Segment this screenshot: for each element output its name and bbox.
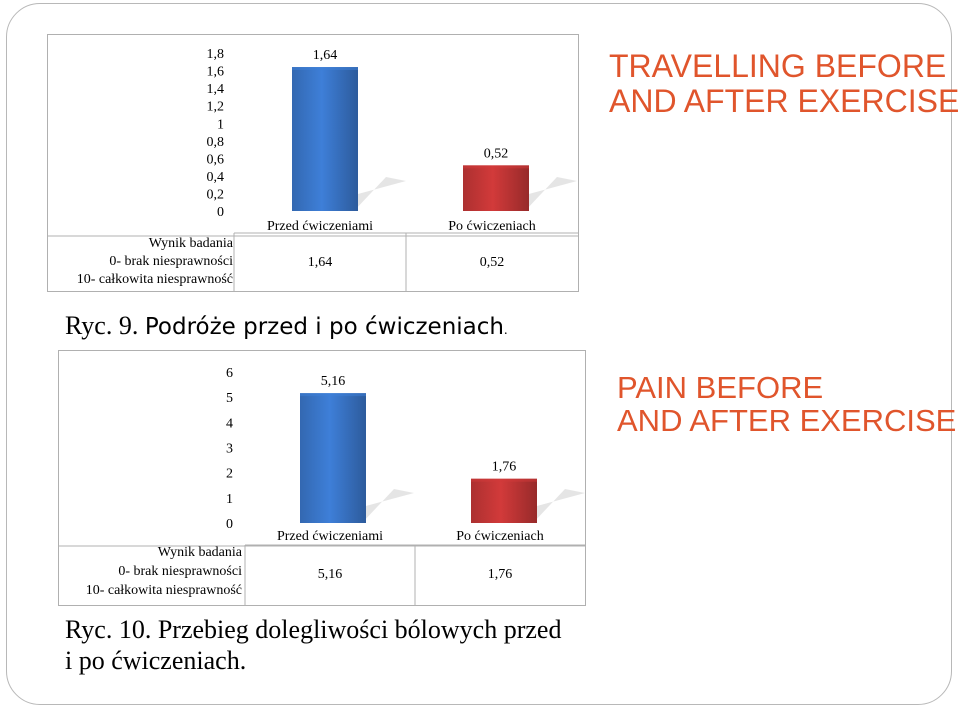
title-line: AND AFTER EXERCISE [609,82,960,119]
y-tick-label: 1 [217,117,224,132]
caption-line: i po ćwiczeniach. [65,646,247,675]
chart-travelling-title: TRAVELLING BEFORE AND AFTER EXERCISE [609,49,959,118]
chart-travelling-svg: 0 0,2 0,4 0,6 0,8 1 1,2 1,4 1,6 1,8 1,64 Przed ćwic… [48,47,578,291]
bar-shadow [295,177,406,211]
bar [471,478,537,523]
series-legend-line: Wynik badania [158,545,243,560]
chart-travelling: 0 0,2 0,4 0,6 0,8 1 1,2 1,4 1,6 1,8 1,64 Przed ćwic… [47,34,579,292]
category-label: Po ćwiczeniach [456,529,543,544]
caption-text: Podróże przed i po ćwiczeniach [144,314,504,340]
y-tick-label: 1,2 [207,100,225,115]
bar-top-highlight [463,165,529,169]
bar-value-label: 1,64 [313,48,338,63]
caption-prefix: Ryc. 9. [65,311,145,340]
bar-top-highlight [471,478,537,482]
bar-top-highlight [292,67,358,71]
y-tick-label: 0,8 [207,135,225,150]
series-legend-line: 0- brak niesprawności [109,254,233,269]
table-value: 5,16 [318,567,343,582]
y-tick-label: 0,4 [207,170,225,185]
y-tick-label: 5 [226,391,233,406]
table-value: 0,52 [480,255,505,270]
y-tick-label: 4 [226,416,233,431]
y-tick-label: 1,4 [207,82,225,97]
table-value: 1,76 [488,567,513,582]
chart-pain-svg: 0 1 2 3 4 5 6 5,16 Przed ćwiczeniami 5,16 1,76 Po ć… [59,366,585,605]
title-line: PAIN BEFORE [617,370,824,405]
y-tick-label: 0 [226,517,233,532]
y-tick-label: 0,6 [207,152,225,167]
caption-chart-travelling: Ryc. 9. Podróże przed i po ćwiczeniach. [65,311,508,346]
category-label: Przed ćwiczeniami [277,529,383,544]
y-tick-label: 0 [217,205,224,220]
chart-pain-title: PAIN BEFORE AND AFTER EXERCISE [617,371,956,438]
series-legend-line: 0- brak niesprawności [118,564,242,579]
y-tick-label: 0,2 [207,187,225,202]
category-label: Po ćwiczeniach [448,219,535,234]
chart-pain: 0 1 2 3 4 5 6 5,16 Przed ćwiczeniami 5,16 1,76 Po ć… [58,350,586,606]
title-line: TRAVELLING BEFORE [609,48,947,84]
caption-line: Ryc. 10. Przebieg dolegliwości bólowych … [65,615,562,644]
bar [292,67,358,211]
bar-shadow [474,489,585,523]
y-tick-label: 1,8 [207,47,225,62]
series-legend-line: 10- całkowita niesprawność [77,272,233,287]
table-value: 1,64 [308,255,333,270]
title-line: AND AFTER EXERCISE [617,403,957,439]
y-tick-label: 6 [226,366,233,381]
caption-chart-pain: Ryc. 10. Przebieg dolegliwości bólowych … [65,614,561,676]
y-tick-label: 2 [226,467,233,482]
series-legend-line: Wynik badania [149,236,234,251]
y-tick-label: 1 [226,492,233,507]
bar-shadow [466,177,577,211]
y-tick-label: 3 [226,442,233,457]
bar [463,165,529,211]
caption-period: . [504,323,508,338]
bar-shadow [303,489,414,523]
bar-value-label: 0,52 [484,146,509,161]
series-legend-line: 10- całkowita niesprawność [86,583,242,598]
category-label: Przed ćwiczeniami [267,219,373,234]
bar-value-label: 1,76 [492,460,517,475]
bar-value-label: 5,16 [321,374,346,389]
y-tick-label: 1,6 [207,65,225,80]
bar [300,393,366,523]
bar-top-highlight [300,393,366,397]
